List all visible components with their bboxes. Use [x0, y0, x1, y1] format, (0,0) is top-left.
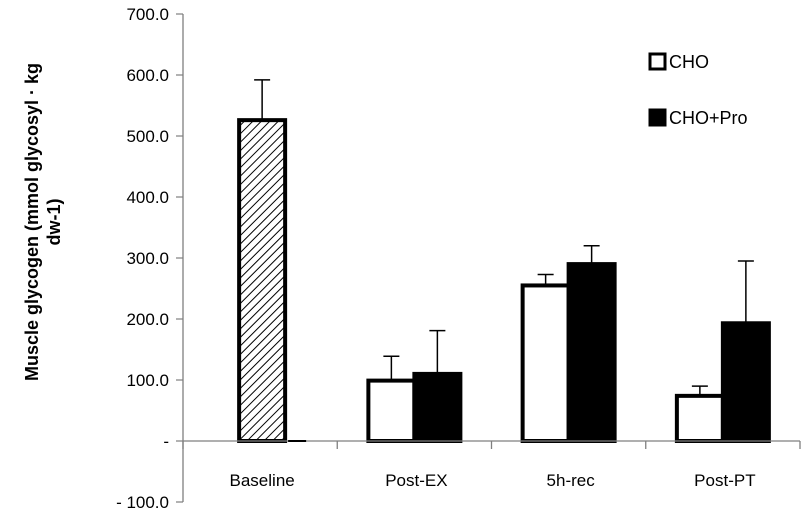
- y-tick-label: 500.0: [126, 127, 169, 146]
- y-axis-title-line: dw-1): [44, 198, 64, 245]
- legend-label: CHO+Pro: [669, 108, 748, 128]
- y-axis-ticks: - 100.0 - 100.0 200.0 300.0 400.0 500.0 600.0 70…: [116, 5, 183, 512]
- y-axis-label: Muscle glycogen (mmol glycosyl · kg dw-1): [22, 63, 64, 381]
- legend-swatch: [648, 52, 667, 71]
- bar-cho-pro: [566, 262, 617, 443]
- legend: CHO CHO+Pro: [648, 52, 748, 128]
- x-tick-label: Baseline: [230, 471, 295, 490]
- legend-swatch: [648, 108, 667, 127]
- x-tick-label: Post-PT: [694, 471, 755, 490]
- axes: [182, 14, 801, 502]
- legend-label: CHO: [669, 52, 709, 72]
- y-tick-label: 200.0: [126, 310, 169, 329]
- y-tick-label: 600.0: [126, 66, 169, 85]
- bar-cho: [674, 393, 725, 443]
- y-tick-label: 400.0: [126, 188, 169, 207]
- y-tick-label: 100.0: [126, 371, 169, 390]
- x-tick-label: 5h-rec: [547, 471, 596, 490]
- y-tick-label: 700.0: [126, 5, 169, 24]
- error-bars: [254, 79, 754, 396]
- bars: [237, 118, 771, 444]
- y-tick-label: -: [163, 432, 169, 451]
- y-axis-title-line: Muscle glycogen (mmol glycosyl · kg: [22, 63, 42, 381]
- x-axis-ticks: Baseline Post-EX 5h-rec Post-PT: [230, 471, 756, 490]
- bar-baseline: [237, 118, 288, 443]
- bar-cho-pro: [412, 371, 463, 443]
- y-tick-label: 300.0: [126, 249, 169, 268]
- bar-cho: [366, 378, 417, 443]
- y-axis-title: Muscle glycogen (mmol glycosyl · kg dw-1): [22, 63, 64, 381]
- bar-cho-pro: [720, 321, 771, 443]
- y-tick-label: - 100.0: [116, 493, 169, 512]
- x-tick-label: Post-EX: [385, 471, 447, 490]
- bar-cho: [520, 283, 571, 444]
